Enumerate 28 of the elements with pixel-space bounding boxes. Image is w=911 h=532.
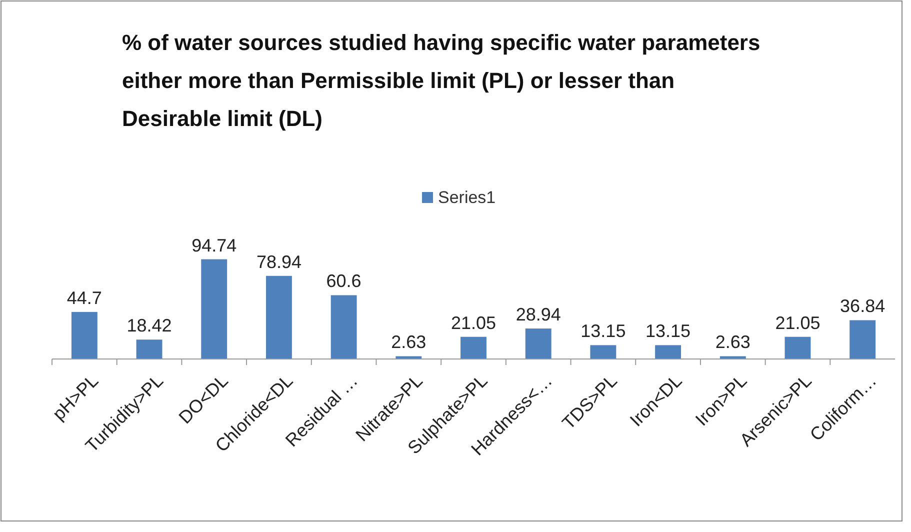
data-label: 28.94 (516, 304, 561, 325)
data-label: 2.63 (391, 332, 426, 352)
bar (201, 259, 228, 359)
bar (396, 356, 422, 359)
data-label: 94.74 (192, 235, 237, 256)
data-label: 78.94 (256, 252, 302, 272)
data-label: 60.6 (326, 271, 362, 292)
bar (655, 345, 682, 359)
bar (590, 345, 616, 359)
bar (525, 328, 552, 359)
bar (850, 320, 876, 359)
data-label: 36.84 (840, 296, 886, 316)
chart-title: % of water sources studied having specific water parameters either more than Permissible limit (PL) or lesser than Desirable limit (DL) (122, 30, 760, 131)
bar (71, 312, 98, 359)
bar (720, 356, 746, 359)
bar (330, 295, 357, 359)
data-label: 13.15 (646, 321, 691, 342)
bar (136, 340, 162, 359)
data-label: 13.15 (580, 321, 626, 342)
bar (784, 336, 811, 359)
data-label: 44.7 (66, 288, 102, 308)
data-label: 21.05 (775, 312, 820, 333)
bar (460, 336, 486, 359)
legend-label: Series1 (438, 188, 496, 207)
bar (266, 276, 292, 359)
data-label: 21.05 (450, 312, 496, 333)
data-label: 18.42 (126, 316, 172, 336)
data-label: 2.63 (715, 332, 750, 352)
